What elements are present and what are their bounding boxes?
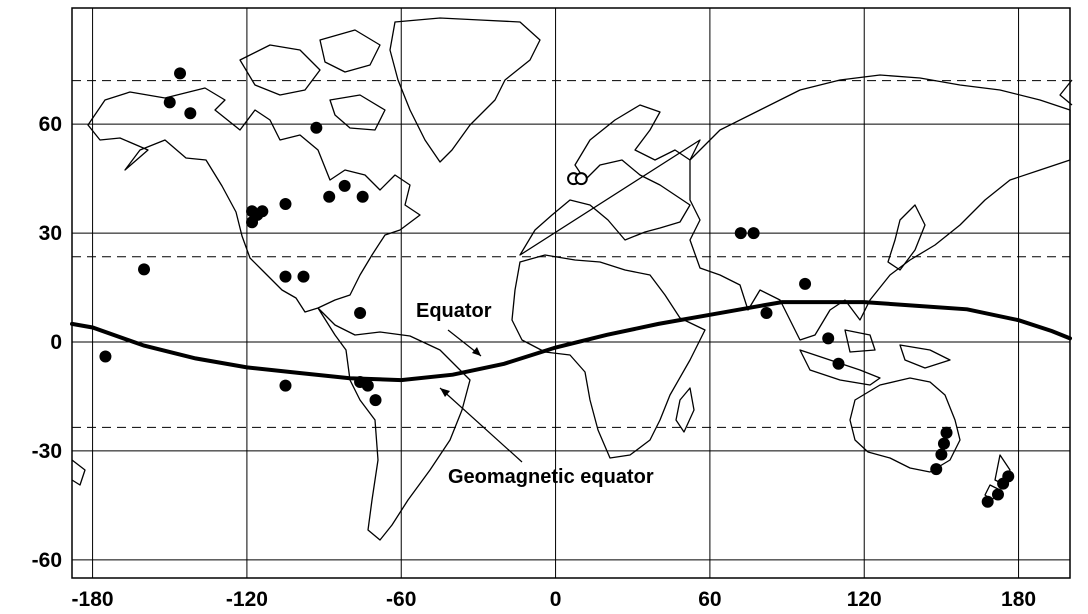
tick-labels: -180 -120 -60 0 60 120 180 60 30 0 -30 -60 bbox=[32, 113, 1036, 611]
filled-site-marker bbox=[361, 379, 374, 392]
x-tick-label: 60 bbox=[698, 588, 721, 611]
filled-site-marker bbox=[930, 463, 943, 476]
filled-site-marker bbox=[354, 306, 367, 319]
filled-site-marker bbox=[138, 263, 151, 276]
open-site-marker bbox=[574, 172, 588, 186]
coast-australia bbox=[849, 377, 961, 473]
y-tick-label: 30 bbox=[39, 222, 62, 245]
graticule bbox=[72, 8, 1070, 578]
filled-site-marker bbox=[279, 270, 292, 283]
filled-site-marker bbox=[310, 121, 323, 134]
filled-site-marker bbox=[297, 270, 310, 283]
geomagnetic-equator-label: Geomagnetic equator bbox=[448, 466, 654, 488]
geomagnetic-pointer-head bbox=[440, 388, 450, 397]
filled-site-marker bbox=[256, 205, 269, 218]
filled-site-marker bbox=[935, 448, 948, 461]
coast-edge-right bbox=[1059, 79, 1073, 106]
coast-madagascar bbox=[675, 387, 695, 433]
filled-site-marker bbox=[734, 227, 747, 240]
y-tick-label: -60 bbox=[32, 549, 62, 572]
filled-site-marker bbox=[279, 198, 292, 211]
filled-site-marker bbox=[832, 357, 845, 370]
geomagnetic-equator-line bbox=[70, 300, 1072, 383]
x-tick-label: -60 bbox=[386, 588, 416, 611]
geomagnetic-pointer bbox=[439, 387, 523, 463]
filled-site-marker bbox=[323, 190, 336, 203]
coast-edge-left bbox=[71, 459, 86, 486]
filled-site-marker bbox=[174, 67, 187, 80]
filled-site-marker bbox=[799, 277, 812, 290]
filled-site-marker bbox=[369, 394, 382, 407]
map-frame bbox=[71, 7, 1071, 579]
filled-site-marker bbox=[997, 477, 1010, 490]
filled-site-marker bbox=[356, 190, 369, 203]
filled-site-marker bbox=[981, 495, 994, 508]
coast-arctic-islands bbox=[239, 29, 386, 131]
filled-site-marker bbox=[760, 306, 773, 319]
coastlines bbox=[71, 17, 1073, 541]
filled-site-marker bbox=[940, 426, 953, 439]
filled-site-marker bbox=[822, 332, 835, 345]
filled-site-marker bbox=[279, 379, 292, 392]
x-tick-label: -180 bbox=[72, 588, 114, 611]
equator-pointer-head bbox=[472, 347, 481, 356]
equator-label: Equator bbox=[416, 300, 492, 322]
y-tick-label: -30 bbox=[32, 440, 62, 463]
observation-sites bbox=[99, 67, 1015, 508]
filled-site-marker bbox=[991, 488, 1004, 501]
x-tick-label: -120 bbox=[226, 588, 268, 611]
coast-japan bbox=[887, 204, 926, 271]
coast-south-america bbox=[317, 307, 471, 541]
x-tick-label: 180 bbox=[1001, 588, 1036, 611]
x-tick-label: 0 bbox=[550, 588, 562, 611]
y-tick-label: 60 bbox=[39, 113, 62, 136]
filled-site-marker bbox=[747, 227, 760, 240]
filled-site-marker bbox=[184, 107, 197, 120]
filled-site-marker bbox=[937, 437, 950, 450]
y-tick-label: 0 bbox=[50, 331, 62, 354]
filled-site-marker bbox=[246, 216, 259, 229]
x-tick-label: 120 bbox=[847, 588, 882, 611]
coast-greenland bbox=[389, 17, 541, 163]
tropic-lines bbox=[72, 80, 1070, 428]
filled-site-marker bbox=[338, 179, 351, 192]
filled-site-marker bbox=[99, 350, 112, 363]
coast-north-america bbox=[87, 87, 421, 313]
coast-asia bbox=[689, 74, 1071, 341]
coast-europe bbox=[519, 104, 701, 256]
filled-site-marker bbox=[163, 96, 176, 109]
